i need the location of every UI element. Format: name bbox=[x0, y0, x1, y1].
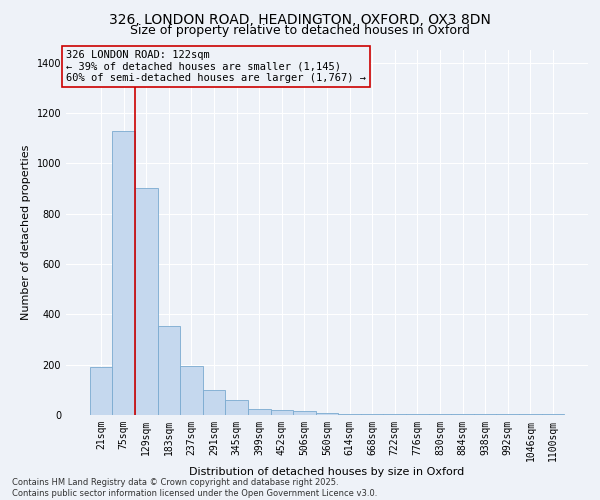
Text: Contains HM Land Registry data © Crown copyright and database right 2025.
Contai: Contains HM Land Registry data © Crown c… bbox=[12, 478, 377, 498]
Bar bbox=[428, 414, 451, 415]
Bar bbox=[112, 130, 135, 415]
Bar bbox=[496, 414, 519, 415]
Bar bbox=[406, 414, 428, 415]
Bar bbox=[226, 400, 248, 415]
Y-axis label: Number of detached properties: Number of detached properties bbox=[21, 145, 31, 320]
Bar bbox=[542, 414, 564, 415]
Bar bbox=[474, 414, 496, 415]
Bar bbox=[158, 326, 180, 415]
Bar bbox=[451, 414, 474, 415]
Bar bbox=[316, 413, 338, 415]
Bar bbox=[90, 367, 112, 415]
Text: 326 LONDON ROAD: 122sqm
← 39% of detached houses are smaller (1,145)
60% of semi: 326 LONDON ROAD: 122sqm ← 39% of detache… bbox=[66, 50, 366, 83]
Bar bbox=[203, 390, 226, 415]
Text: 326, LONDON ROAD, HEADINGTON, OXFORD, OX3 8DN: 326, LONDON ROAD, HEADINGTON, OXFORD, OX… bbox=[109, 12, 491, 26]
Bar bbox=[135, 188, 158, 415]
Text: Size of property relative to detached houses in Oxford: Size of property relative to detached ho… bbox=[130, 24, 470, 37]
Bar bbox=[338, 414, 361, 415]
Bar bbox=[248, 408, 271, 415]
Bar bbox=[519, 414, 542, 415]
Bar bbox=[361, 414, 383, 415]
X-axis label: Distribution of detached houses by size in Oxford: Distribution of detached houses by size … bbox=[190, 466, 464, 476]
Bar bbox=[271, 410, 293, 415]
Bar bbox=[383, 414, 406, 415]
Bar bbox=[180, 366, 203, 415]
Bar bbox=[293, 411, 316, 415]
